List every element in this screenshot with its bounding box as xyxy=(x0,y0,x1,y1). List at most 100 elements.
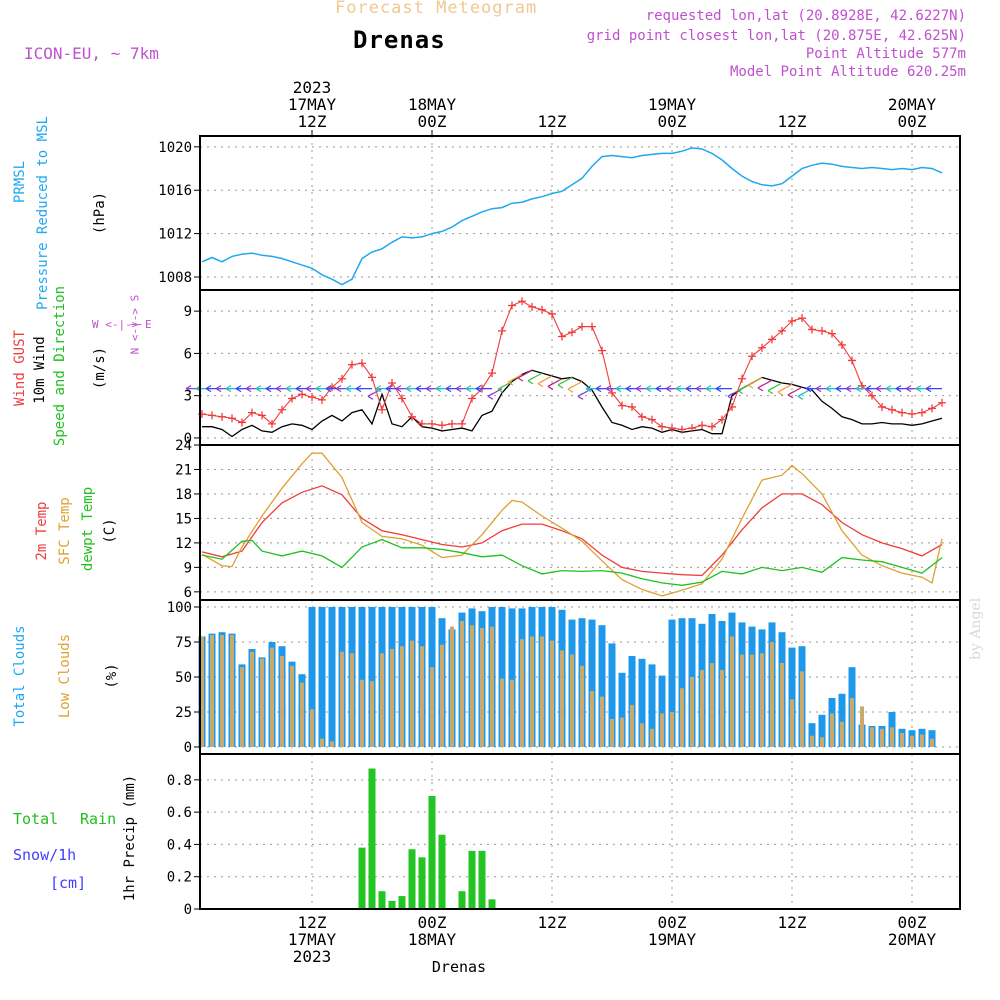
total-cloud-bar xyxy=(588,619,596,747)
low-cloud-bar xyxy=(840,721,844,747)
wind-gust-point xyxy=(538,305,546,314)
y-tick-label: 24 xyxy=(175,438,192,454)
total-cloud-bar xyxy=(368,607,376,747)
grid-point-location: grid point closest lon,lat (20.875E, 42.… xyxy=(586,28,966,44)
wind-direction-arrow xyxy=(567,381,583,393)
wind-direction-arrow xyxy=(507,374,523,386)
wind-gust-point xyxy=(518,297,526,306)
precip-snow-label: Snow/1h xyxy=(13,846,77,864)
y-tick-label: 1020 xyxy=(158,140,192,156)
wind-gust-point xyxy=(288,394,296,403)
low-cloud-bar xyxy=(900,733,904,747)
wind-gust-point xyxy=(378,405,386,414)
station-title: Drenas xyxy=(353,26,446,54)
wind-direction-arrow xyxy=(925,385,942,393)
low-cloud-bar xyxy=(660,713,664,747)
pressure-line xyxy=(201,147,943,286)
low-cloud-bar xyxy=(630,705,634,747)
total-cloud-bar xyxy=(308,607,316,747)
wind-gust-point xyxy=(588,322,596,331)
wind-gust-point xyxy=(848,356,856,365)
rain-bar xyxy=(358,847,366,909)
rain-bar xyxy=(388,900,396,909)
wind-gust-point xyxy=(738,374,746,383)
wind-gust-point xyxy=(258,411,266,420)
wind-gust-point xyxy=(728,402,736,411)
wind-direction-arrow xyxy=(537,375,553,388)
wind-gust-point xyxy=(298,390,306,399)
rain-bar xyxy=(428,795,436,909)
y-tick-label: 0.4 xyxy=(167,837,192,853)
low-cloud-bar xyxy=(730,636,734,747)
wind-gust-point xyxy=(878,402,886,411)
wind-gust-point xyxy=(868,391,876,400)
wind-direction-arrow xyxy=(757,379,773,392)
wind-gust-point xyxy=(768,335,776,344)
wind-gust-point xyxy=(808,325,816,334)
total-cloud-bar xyxy=(818,714,826,747)
low-cloud-bar xyxy=(290,665,294,747)
low-cloud-bar xyxy=(910,735,914,747)
rain-bar xyxy=(398,896,406,909)
temp-sfc-line xyxy=(201,452,943,597)
y-tick-label: 100 xyxy=(167,600,192,616)
total-cloud-bar xyxy=(498,607,506,747)
low-cloud-bar xyxy=(530,636,534,747)
low-cloud-bar xyxy=(720,670,724,747)
precip-rain-label: Rain xyxy=(80,810,117,828)
wind-gust-point xyxy=(448,419,456,428)
low-cloud-bar xyxy=(700,670,704,747)
total-cloud-bar xyxy=(668,619,676,747)
wind-gust-point xyxy=(898,408,906,417)
low-cloud-bar xyxy=(750,654,754,747)
bottom-time-label: 18MAY xyxy=(408,930,457,949)
wind-gust-point xyxy=(468,394,476,403)
low-cloud-bar xyxy=(280,656,284,747)
total-cloud-bar xyxy=(628,656,636,747)
low-cloud-bar xyxy=(580,665,584,747)
wind-gust-point xyxy=(388,379,396,387)
bottom-time-label: 19MAY xyxy=(648,930,697,949)
low-cloud-bar xyxy=(570,654,574,747)
low-cloud-bar xyxy=(330,741,334,747)
bottom-time-label: 00Z xyxy=(658,913,687,932)
wind-gust-point xyxy=(268,419,276,428)
y-tick-label: 18 xyxy=(175,487,192,503)
wind-gust-point xyxy=(358,359,366,368)
wind-gust-point xyxy=(618,401,626,410)
wind-gust-point xyxy=(248,408,256,417)
low-cloud-bar xyxy=(670,712,674,747)
top-time-label: 19MAY xyxy=(648,95,697,114)
wind-speed-line xyxy=(202,369,943,438)
top-time-label: 12Z xyxy=(538,112,567,131)
low-cloud-bar xyxy=(510,679,514,747)
bottom-time-label: 2023 xyxy=(293,947,332,966)
low-cloud-bar xyxy=(550,640,554,747)
y-tick-label: 12 xyxy=(175,536,192,552)
low-cloud-bar xyxy=(870,727,874,747)
low-cloud-bar xyxy=(400,646,404,747)
y-tick-label: 25 xyxy=(175,705,192,721)
y-tick-label: 9 xyxy=(184,304,192,320)
bottom-time-label: 17MAY xyxy=(288,930,337,949)
wind-gust-point xyxy=(928,404,936,413)
wind-gust-point xyxy=(698,421,706,430)
panel-frame xyxy=(199,289,961,446)
wind-gust-point xyxy=(758,343,766,352)
top-time-label: 00Z xyxy=(898,112,927,131)
y-tick-label: 75 xyxy=(175,635,192,651)
rain-bar xyxy=(468,850,476,909)
y-tick-label: 6 xyxy=(184,346,192,362)
low-cloud-bar xyxy=(830,713,834,747)
top-time-label: 17MAY xyxy=(288,95,337,114)
wind-direction-arrow xyxy=(767,382,783,395)
precip-cm-label: [cm] xyxy=(50,874,87,892)
top-time-label: 00Z xyxy=(418,112,447,131)
wind-gust-point xyxy=(918,408,926,417)
low-cloud-bar xyxy=(270,647,274,747)
wind-gust-point xyxy=(818,326,826,335)
wind-gust-point xyxy=(598,346,606,355)
total-cloud-bar xyxy=(678,618,686,747)
low-cloud-bar xyxy=(420,646,424,747)
low-cloud-bar xyxy=(710,663,714,747)
